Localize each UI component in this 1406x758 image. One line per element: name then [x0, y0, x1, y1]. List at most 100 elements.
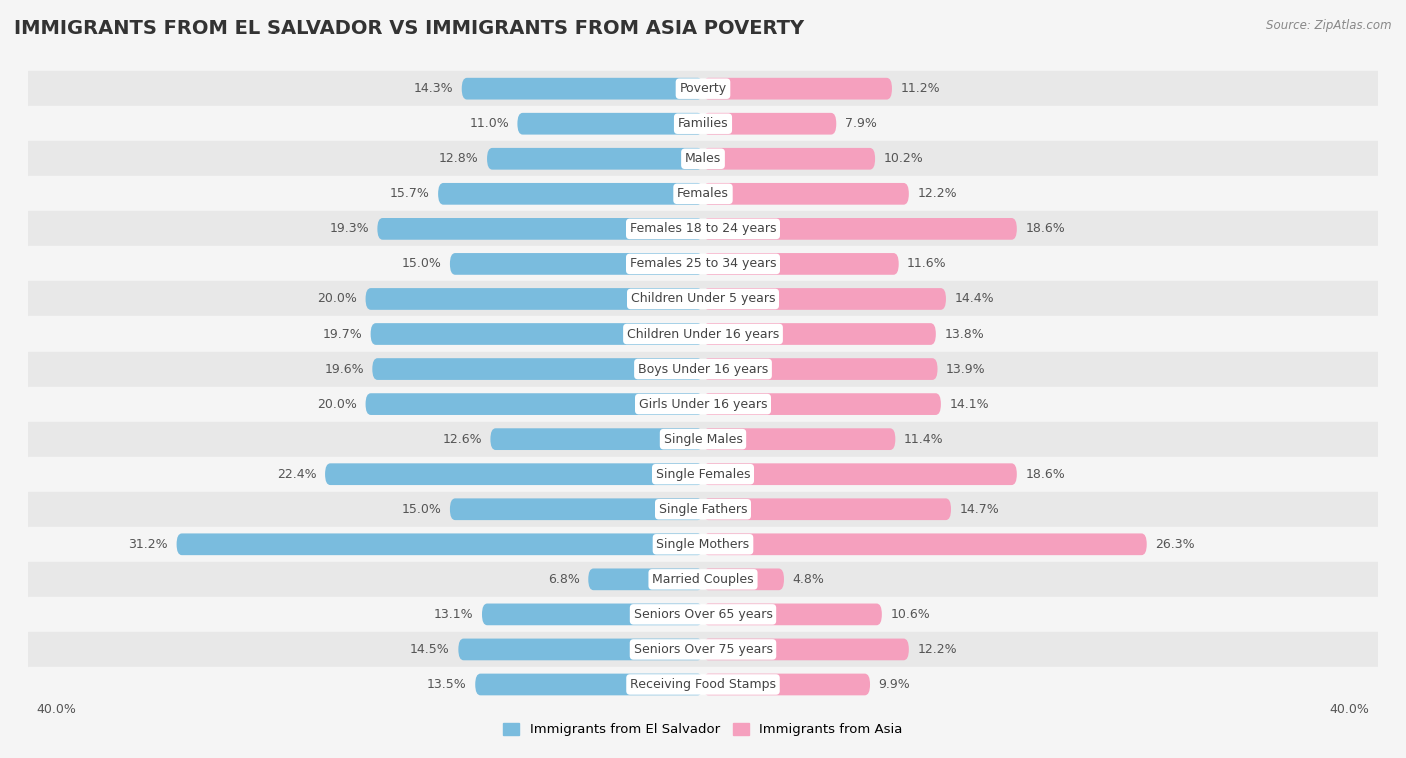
Bar	[28, 667, 1378, 702]
Text: 6.8%: 6.8%	[548, 573, 579, 586]
Text: 14.7%: 14.7%	[959, 503, 1000, 515]
Text: 15.0%: 15.0%	[402, 258, 441, 271]
FancyBboxPatch shape	[703, 393, 941, 415]
FancyBboxPatch shape	[439, 183, 703, 205]
Text: 26.3%: 26.3%	[1156, 537, 1195, 551]
Text: 7.9%: 7.9%	[845, 117, 876, 130]
Bar	[28, 492, 1378, 527]
Text: 11.6%: 11.6%	[907, 258, 946, 271]
Text: 40.0%: 40.0%	[1330, 703, 1369, 716]
Text: 9.9%: 9.9%	[879, 678, 910, 691]
Bar	[28, 281, 1378, 317]
Bar	[28, 527, 1378, 562]
FancyBboxPatch shape	[491, 428, 703, 450]
Bar	[28, 246, 1378, 281]
Text: Single Males: Single Males	[664, 433, 742, 446]
Bar	[28, 141, 1378, 177]
Text: 18.6%: 18.6%	[1025, 468, 1064, 481]
FancyBboxPatch shape	[703, 638, 908, 660]
Bar	[28, 71, 1378, 106]
Text: 20.0%: 20.0%	[318, 293, 357, 305]
FancyBboxPatch shape	[703, 428, 896, 450]
FancyBboxPatch shape	[371, 323, 703, 345]
Bar	[28, 387, 1378, 421]
Text: 20.0%: 20.0%	[318, 398, 357, 411]
Text: 13.8%: 13.8%	[945, 327, 984, 340]
Text: 14.1%: 14.1%	[949, 398, 988, 411]
Text: 11.2%: 11.2%	[900, 82, 941, 96]
Text: 12.8%: 12.8%	[439, 152, 478, 165]
Text: Males: Males	[685, 152, 721, 165]
Text: 12.2%: 12.2%	[917, 187, 957, 200]
Text: 11.0%: 11.0%	[470, 117, 509, 130]
FancyBboxPatch shape	[177, 534, 703, 555]
Text: Females 25 to 34 years: Females 25 to 34 years	[630, 258, 776, 271]
FancyBboxPatch shape	[703, 78, 891, 99]
Bar	[28, 106, 1378, 141]
Text: Girls Under 16 years: Girls Under 16 years	[638, 398, 768, 411]
Text: Children Under 16 years: Children Under 16 years	[627, 327, 779, 340]
Text: Source: ZipAtlas.com: Source: ZipAtlas.com	[1267, 19, 1392, 32]
FancyBboxPatch shape	[517, 113, 703, 135]
Text: 10.2%: 10.2%	[883, 152, 924, 165]
Bar	[28, 177, 1378, 211]
Text: Families: Families	[678, 117, 728, 130]
Bar	[28, 421, 1378, 456]
Text: Receiving Food Stamps: Receiving Food Stamps	[630, 678, 776, 691]
FancyBboxPatch shape	[366, 288, 703, 310]
FancyBboxPatch shape	[703, 183, 908, 205]
Text: 19.7%: 19.7%	[322, 327, 363, 340]
Bar	[28, 632, 1378, 667]
FancyBboxPatch shape	[703, 463, 1017, 485]
Text: 13.9%: 13.9%	[946, 362, 986, 375]
FancyBboxPatch shape	[703, 534, 1147, 555]
Text: Boys Under 16 years: Boys Under 16 years	[638, 362, 768, 375]
Text: Married Couples: Married Couples	[652, 573, 754, 586]
FancyBboxPatch shape	[486, 148, 703, 170]
Text: 19.3%: 19.3%	[329, 222, 368, 236]
Text: 12.2%: 12.2%	[917, 643, 957, 656]
Bar	[28, 211, 1378, 246]
FancyBboxPatch shape	[703, 323, 936, 345]
Bar	[28, 352, 1378, 387]
Text: 18.6%: 18.6%	[1025, 222, 1064, 236]
FancyBboxPatch shape	[703, 359, 938, 380]
Text: 4.8%: 4.8%	[793, 573, 824, 586]
FancyBboxPatch shape	[703, 148, 875, 170]
Text: 19.6%: 19.6%	[325, 362, 364, 375]
Text: 40.0%: 40.0%	[37, 703, 76, 716]
Text: Single Mothers: Single Mothers	[657, 537, 749, 551]
Bar	[28, 317, 1378, 352]
FancyBboxPatch shape	[482, 603, 703, 625]
Text: Single Fathers: Single Fathers	[659, 503, 747, 515]
FancyBboxPatch shape	[373, 359, 703, 380]
FancyBboxPatch shape	[703, 568, 785, 590]
Text: Females: Females	[678, 187, 728, 200]
Text: Females 18 to 24 years: Females 18 to 24 years	[630, 222, 776, 236]
FancyBboxPatch shape	[450, 498, 703, 520]
FancyBboxPatch shape	[325, 463, 703, 485]
Text: 13.1%: 13.1%	[434, 608, 474, 621]
Text: 13.5%: 13.5%	[427, 678, 467, 691]
FancyBboxPatch shape	[377, 218, 703, 240]
Text: 15.0%: 15.0%	[402, 503, 441, 515]
Text: Single Females: Single Females	[655, 468, 751, 481]
Bar	[28, 456, 1378, 492]
Legend: Immigrants from El Salvador, Immigrants from Asia: Immigrants from El Salvador, Immigrants …	[498, 718, 908, 742]
FancyBboxPatch shape	[703, 113, 837, 135]
FancyBboxPatch shape	[475, 674, 703, 695]
Text: IMMIGRANTS FROM EL SALVADOR VS IMMIGRANTS FROM ASIA POVERTY: IMMIGRANTS FROM EL SALVADOR VS IMMIGRANT…	[14, 19, 804, 38]
FancyBboxPatch shape	[461, 78, 703, 99]
FancyBboxPatch shape	[703, 288, 946, 310]
FancyBboxPatch shape	[703, 674, 870, 695]
Text: 22.4%: 22.4%	[277, 468, 316, 481]
Text: 11.4%: 11.4%	[904, 433, 943, 446]
FancyBboxPatch shape	[366, 393, 703, 415]
Text: 14.3%: 14.3%	[413, 82, 453, 96]
FancyBboxPatch shape	[588, 568, 703, 590]
Text: 31.2%: 31.2%	[128, 537, 169, 551]
FancyBboxPatch shape	[703, 603, 882, 625]
Text: 14.4%: 14.4%	[955, 293, 994, 305]
Text: Seniors Over 65 years: Seniors Over 65 years	[634, 608, 772, 621]
FancyBboxPatch shape	[703, 253, 898, 275]
